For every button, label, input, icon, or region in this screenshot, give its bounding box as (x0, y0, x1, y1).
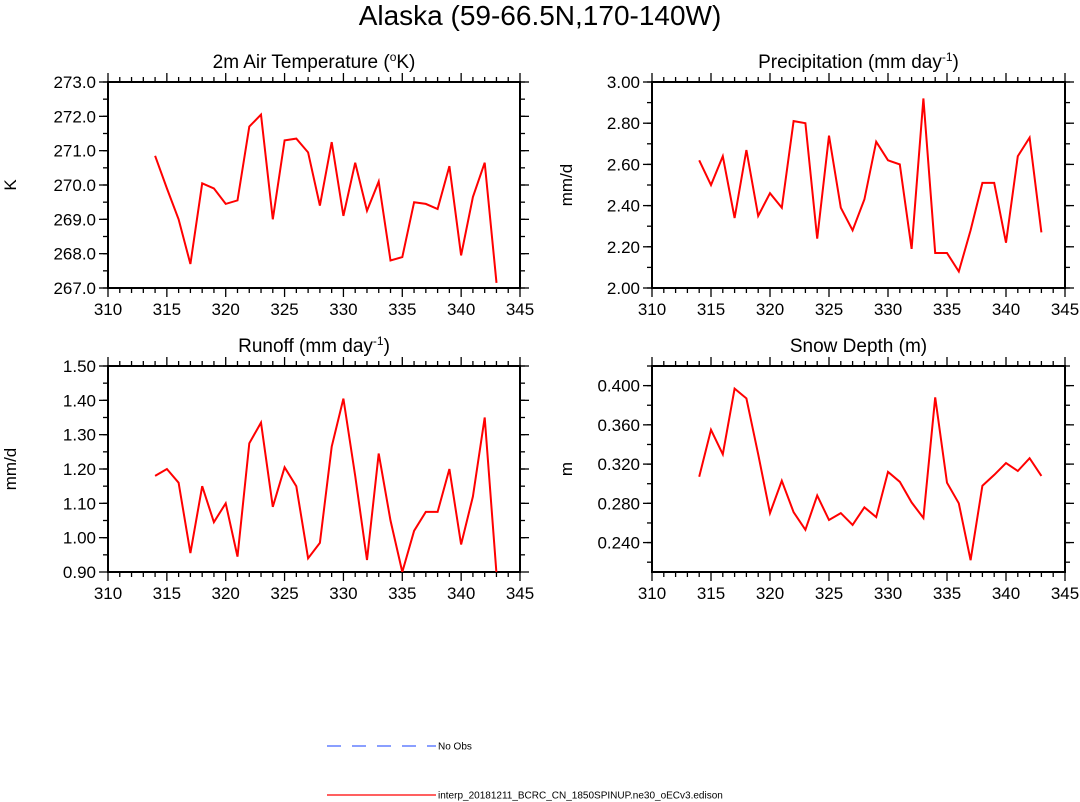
y-tick-label: 0.240 (597, 534, 640, 553)
x-tick-label: 325 (270, 584, 298, 603)
x-tick-label: 345 (506, 300, 534, 319)
panel-title-main: Snow Depth (m) (790, 336, 927, 357)
x-tick-label: 345 (1051, 584, 1079, 603)
x-tick-label: 315 (153, 584, 181, 603)
x-tick-label: 340 (447, 584, 475, 603)
y-tick-label: 0.280 (597, 494, 640, 513)
x-tick-label: 310 (638, 584, 666, 603)
y-tick-label: 2.20 (607, 238, 640, 257)
panel-title: 2m Air Temperature (oK) (213, 50, 416, 73)
y-tick-label: 2.80 (607, 114, 640, 133)
y-tick-label: 1.10 (63, 494, 96, 513)
x-tick-label: 340 (992, 584, 1020, 603)
x-tick-label: 325 (815, 300, 843, 319)
panel-title: Precipitation (mm day-1) (758, 50, 959, 73)
panel-precipitation: 310 315 320 325 330 335 340 345 2.00 2.20 2.40 2.60… (557, 50, 1079, 319)
legend-label-no-obs: No Obs (438, 742, 472, 753)
y-tick-label: 1.30 (63, 426, 96, 445)
panel-title-tail: ) (384, 336, 390, 357)
x-tick-label: 335 (388, 300, 416, 319)
y-tick-label: 2.60 (607, 155, 640, 174)
series-line (698, 98, 1043, 274)
x-tick-label: 315 (697, 300, 725, 319)
x-tick-label: 335 (933, 584, 961, 603)
plot-frame (651, 81, 1066, 289)
y-tick-label: 267.0 (53, 279, 96, 298)
x-tick-label: 320 (756, 300, 784, 319)
panel-title-main: 2m Air Temperature ( (213, 52, 391, 73)
y-tick-label: 3.00 (607, 73, 640, 92)
x-tick-label: 345 (506, 584, 534, 603)
x-tick-label: 320 (212, 584, 240, 603)
panel-title-sup: -1 (373, 334, 384, 348)
y-tick-label: 268.0 (53, 245, 96, 264)
legend-label-model: interp_20181211_BCRC_CN_1850SPINUP.ne30_… (438, 791, 723, 802)
y-tick-label: 1.50 (63, 357, 96, 376)
x-tick-label: 310 (638, 300, 666, 319)
panel-title: Runoff (mm day-1) (238, 334, 390, 357)
y-tick-label: 271.0 (53, 142, 96, 161)
legend: No Obs interp_20181211_BCRC_CN_1850SPINU… (327, 742, 723, 802)
y-tick-label: 2.40 (607, 197, 640, 216)
x-tick-label: 340 (447, 300, 475, 319)
panel-title-sup: -1 (942, 50, 953, 64)
panel-air-temperature: 310 315 320 325 330 335 340 345 267.0 268.0 269.0 2… (1, 50, 534, 319)
panel-title-main: Runoff (mm day (238, 336, 373, 357)
x-tick-label: 335 (933, 300, 961, 319)
y-axis-label: mm/d (1, 448, 20, 491)
y-axis-label: K (1, 179, 20, 191)
x-tick-label: 330 (329, 584, 357, 603)
x-tick-label: 345 (1051, 300, 1079, 319)
y-tick-label: 0.90 (63, 563, 96, 582)
x-tick-label: 335 (388, 584, 416, 603)
y-tick-label: 1.00 (63, 529, 96, 548)
y-tick-label: 0.320 (597, 455, 640, 474)
panel-runoff: 310 315 320 325 330 335 340 345 0.90 1.00 1.10 1.20… (1, 334, 534, 603)
panel-title-main: Precipitation (mm day (758, 52, 942, 73)
x-tick-label: 340 (992, 300, 1020, 319)
x-tick-label: 320 (756, 584, 784, 603)
series-line (698, 386, 1043, 561)
series-line (154, 112, 498, 283)
y-tick-label: 273.0 (53, 73, 96, 92)
panel-snow-depth: 310 315 320 325 330 335 340 345 0.240 0.280 0.320 0… (557, 336, 1079, 603)
x-tick-label: 315 (153, 300, 181, 319)
y-tick-label: 0.360 (597, 416, 640, 435)
y-tick-label: 270.0 (53, 176, 96, 195)
page-title: Alaska (59-66.5N,170-140W) (358, 0, 722, 31)
y-axis-label: mm/d (557, 164, 576, 207)
x-tick-label: 315 (697, 584, 725, 603)
plot-frame (651, 365, 1066, 573)
panel-title-tail: K) (396, 52, 415, 73)
y-tick-label: 272.0 (53, 107, 96, 126)
panel-title-tail: ) (953, 52, 959, 73)
y-tick-label: 1.40 (63, 391, 96, 410)
y-axis-label: m (557, 462, 576, 476)
y-tick-label: 269.0 (53, 210, 96, 229)
x-tick-label: 330 (874, 300, 902, 319)
plot-frame (107, 365, 521, 573)
panel-title: Snow Depth (m) (790, 336, 927, 357)
x-tick-label: 325 (815, 584, 843, 603)
y-tick-label: 0.400 (597, 377, 640, 396)
x-tick-label: 310 (94, 584, 122, 603)
plot-frame (107, 81, 521, 289)
x-tick-label: 325 (270, 300, 298, 319)
y-tick-label: 1.20 (63, 460, 96, 479)
panel-title-sup: o (390, 50, 397, 64)
y-tick-label: 2.00 (607, 279, 640, 298)
x-tick-label: 310 (94, 300, 122, 319)
x-tick-label: 330 (329, 300, 357, 319)
x-tick-label: 330 (874, 584, 902, 603)
x-tick-label: 320 (212, 300, 240, 319)
series-line (154, 398, 498, 572)
